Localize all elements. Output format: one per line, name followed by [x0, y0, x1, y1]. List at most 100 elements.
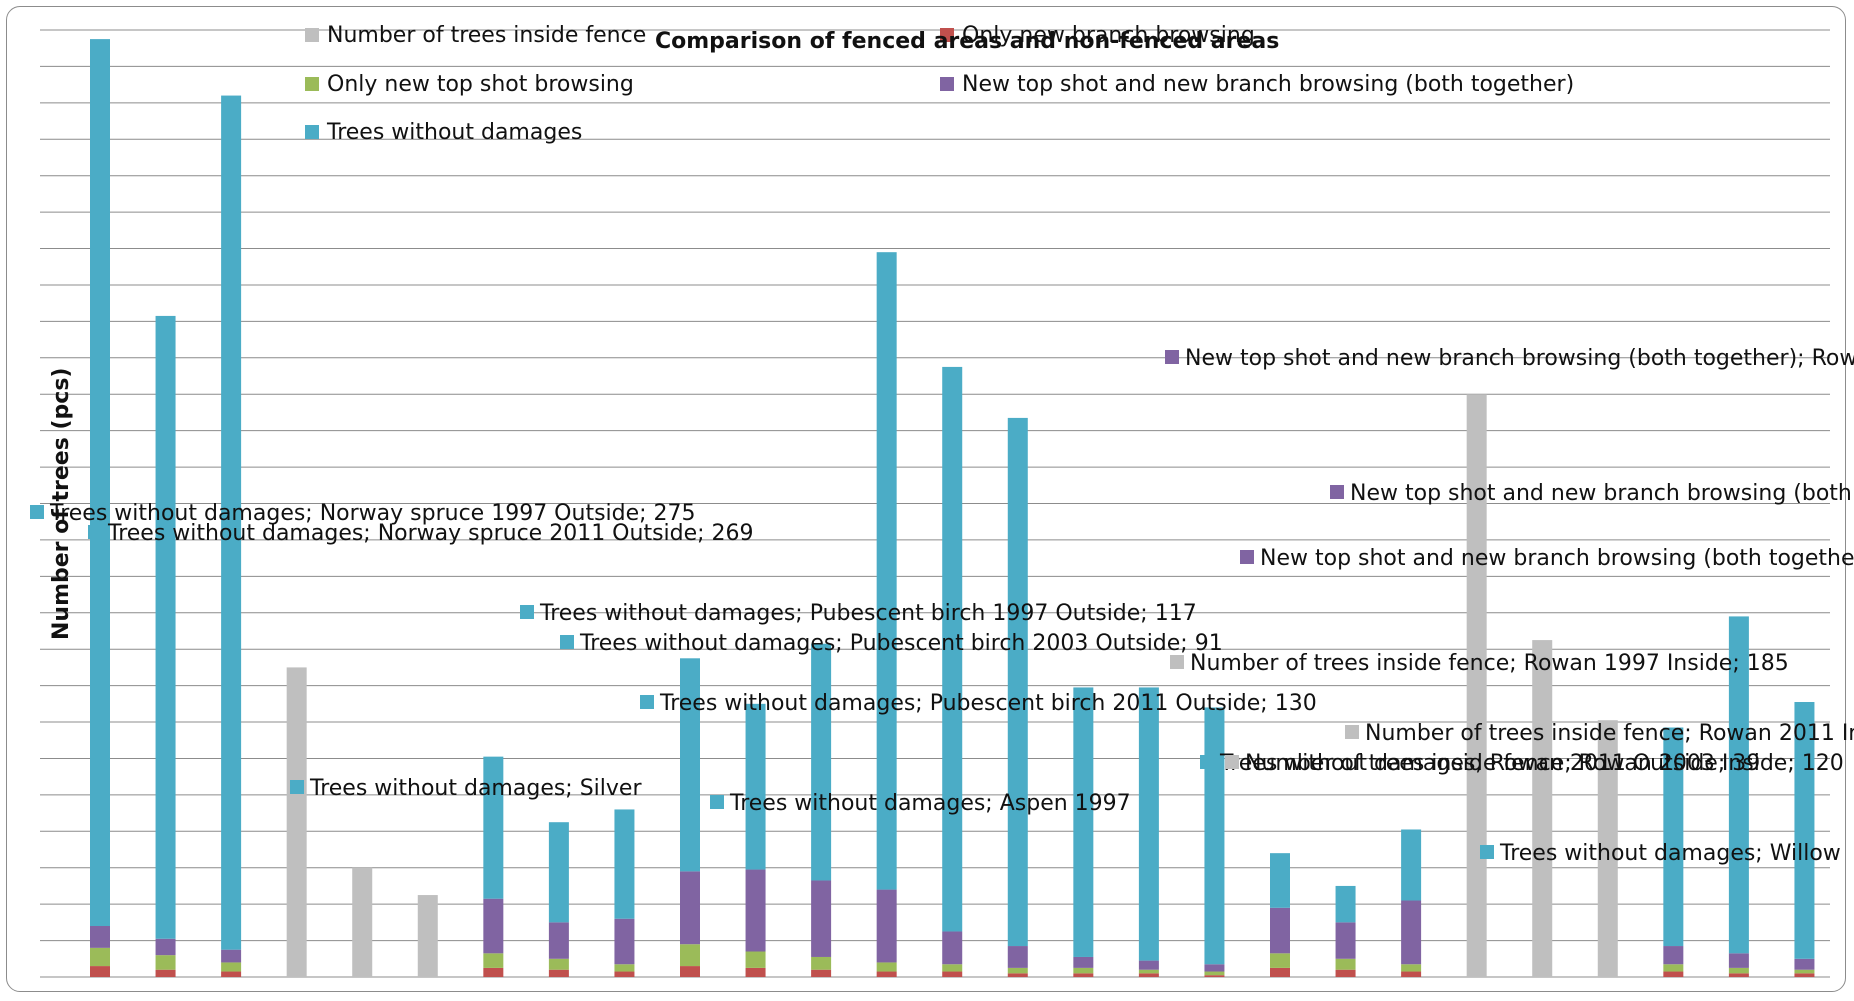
bar-new-top-shot-and-new-branch-browsing-both-together-	[1794, 958, 1815, 970]
bar-trees-without-damages	[680, 658, 700, 872]
legend-label: Only new top shot browsing	[327, 72, 634, 97]
data-label-marker	[1240, 550, 1254, 564]
bar-new-top-shot-and-new-branch-browsing-both-together-	[1335, 922, 1356, 959]
bar-new-top-shot-and-new-branch-browsing-both-together-	[1007, 946, 1028, 968]
bar-trees-without-damages	[90, 39, 110, 927]
data-label-marker	[1480, 845, 1494, 859]
bar-trees-without-damages	[1204, 707, 1225, 965]
data-label: Trees without damages; Norway spruce 201…	[107, 521, 754, 546]
bar-inside-fence	[1466, 394, 1487, 977]
bar-only-new-branch-browsing	[155, 969, 176, 977]
data-label: Number of trees inside fence; Rowan 2003…	[1245, 751, 1844, 776]
bar-only-new-branch-browsing	[1663, 971, 1684, 977]
data-label-marker	[290, 780, 304, 794]
bar-new-top-shot-and-new-branch-browsing-both-together-	[1728, 953, 1749, 968]
bar-trees-without-damages	[1401, 829, 1422, 901]
bar-only-new-branch-browsing	[680, 966, 700, 977]
bar-trees-without-damages	[745, 703, 766, 870]
bar-only-new-branch-browsing	[1138, 973, 1159, 977]
bar-only-new-branch-browsing	[614, 971, 635, 977]
data-label-marker	[30, 505, 44, 519]
bar-only-new-branch-browsing	[1270, 967, 1290, 977]
bar-only-new-branch-browsing	[483, 967, 504, 977]
legend-label: Trees without damages	[326, 120, 582, 145]
bar-only-new-branch-browsing	[811, 969, 832, 977]
bar-trees-without-damages	[614, 809, 635, 919]
data-label-marker	[1330, 485, 1344, 499]
bar-new-top-shot-and-new-branch-browsing-both-together-	[811, 880, 832, 957]
legend-swatch	[305, 77, 319, 91]
gridlines	[40, 29, 1830, 978]
data-label: Trees without damages; Pubescent birch 2…	[659, 691, 1317, 716]
bar-only-new-top-shot-browsing	[1728, 967, 1749, 974]
data-label-marker	[710, 795, 724, 809]
bar-only-new-branch-browsing	[221, 971, 242, 977]
bar-only-new-branch-browsing	[1794, 973, 1815, 977]
bar-inside-fence	[1597, 720, 1618, 977]
bar-trees-without-damages	[548, 822, 569, 923]
data-label-marker	[640, 695, 654, 709]
bar-trees-without-damages	[1663, 727, 1684, 947]
bar-only-new-top-shot-browsing	[1401, 964, 1422, 972]
bar-only-new-top-shot-browsing	[745, 951, 766, 968]
bar-new-top-shot-and-new-branch-browsing-both-together-	[548, 922, 569, 959]
bar-only-new-top-shot-browsing	[1007, 967, 1028, 974]
bar-only-new-branch-browsing	[1007, 973, 1028, 977]
bar-new-top-shot-and-new-branch-browsing-both-together-	[1663, 946, 1684, 965]
bar-only-new-branch-browsing	[745, 967, 766, 977]
bar-new-top-shot-and-new-branch-browsing-both-together-	[614, 918, 635, 965]
bar-new-top-shot-and-new-branch-browsing-both-together-	[1204, 964, 1225, 972]
data-label: Number of trees inside fence; Rowan 1997…	[1190, 651, 1789, 676]
data-label: Trees without damages; Willow	[1499, 841, 1841, 866]
bar-only-new-branch-browsing	[90, 966, 110, 977]
bar-trees-without-damages	[483, 756, 504, 899]
data-label-marker	[560, 635, 574, 649]
bar-only-new-branch-browsing	[1401, 971, 1422, 977]
bar-only-new-top-shot-browsing	[155, 955, 176, 970]
data-label-marker	[1165, 350, 1179, 364]
data-label: New top shot and new branch browsing (bo…	[1260, 546, 1854, 571]
data-label-marker	[1225, 755, 1239, 769]
bar-trees-without-damages	[1794, 702, 1815, 959]
data-label: Number of trees inside fence; Rowan 2011…	[1365, 721, 1854, 746]
bar-only-new-branch-browsing	[548, 969, 569, 977]
data-label: Trees without damages; Norway spruce 199…	[49, 501, 696, 526]
data-label: Trees without damages; Pubescent birch 2…	[579, 631, 1223, 656]
bar-only-new-top-shot-browsing	[811, 956, 832, 970]
bar-inside-fence	[1532, 640, 1553, 977]
bar-new-top-shot-and-new-branch-browsing-both-together-	[942, 931, 963, 965]
legend: Number of trees inside fence Only new bra…	[305, 23, 1574, 145]
bar-only-new-top-shot-browsing	[90, 947, 110, 967]
bar-only-new-top-shot-browsing	[221, 962, 242, 972]
bar-new-top-shot-and-new-branch-browsing-both-together-	[1401, 900, 1422, 965]
bar-only-new-top-shot-browsing	[680, 944, 700, 967]
data-label-marker	[1345, 725, 1359, 739]
bar-only-new-top-shot-browsing	[1138, 969, 1159, 974]
bar-inside-fence	[352, 867, 373, 977]
bar-only-new-branch-browsing	[1335, 969, 1356, 977]
bar-new-top-shot-and-new-branch-browsing-both-together-	[876, 889, 897, 963]
data-label-marker	[88, 525, 102, 539]
bar-new-top-shot-and-new-branch-browsing-both-together-	[155, 938, 176, 956]
bar-only-new-branch-browsing	[876, 971, 897, 977]
bar-inside-fence	[417, 895, 438, 977]
bars	[90, 39, 1815, 977]
bar-only-new-top-shot-browsing	[1794, 969, 1815, 974]
data-label: Trees without damages; Aspen 1997	[729, 791, 1131, 816]
bar-only-new-top-shot-browsing	[1270, 953, 1290, 968]
bar-trees-without-damages	[1138, 687, 1159, 961]
bar-trees-without-damages	[1728, 616, 1749, 954]
bar-only-new-top-shot-browsing	[1204, 971, 1225, 976]
bar-only-new-top-shot-browsing	[548, 958, 569, 970]
bar-new-top-shot-and-new-branch-browsing-both-together-	[221, 949, 242, 963]
data-label-marker	[1170, 655, 1184, 669]
bar-only-new-top-shot-browsing	[614, 964, 635, 972]
legend-swatch	[940, 28, 954, 42]
bar-only-new-branch-browsing	[942, 971, 963, 977]
data-labels: Trees without damages; Norway spruce 199…	[30, 346, 1854, 866]
bar-only-new-branch-browsing	[1073, 973, 1094, 977]
bar-new-top-shot-and-new-branch-browsing-both-together-	[483, 898, 504, 954]
bar-trees-without-damages	[155, 315, 176, 939]
bar-trees-without-damages	[876, 252, 897, 890]
